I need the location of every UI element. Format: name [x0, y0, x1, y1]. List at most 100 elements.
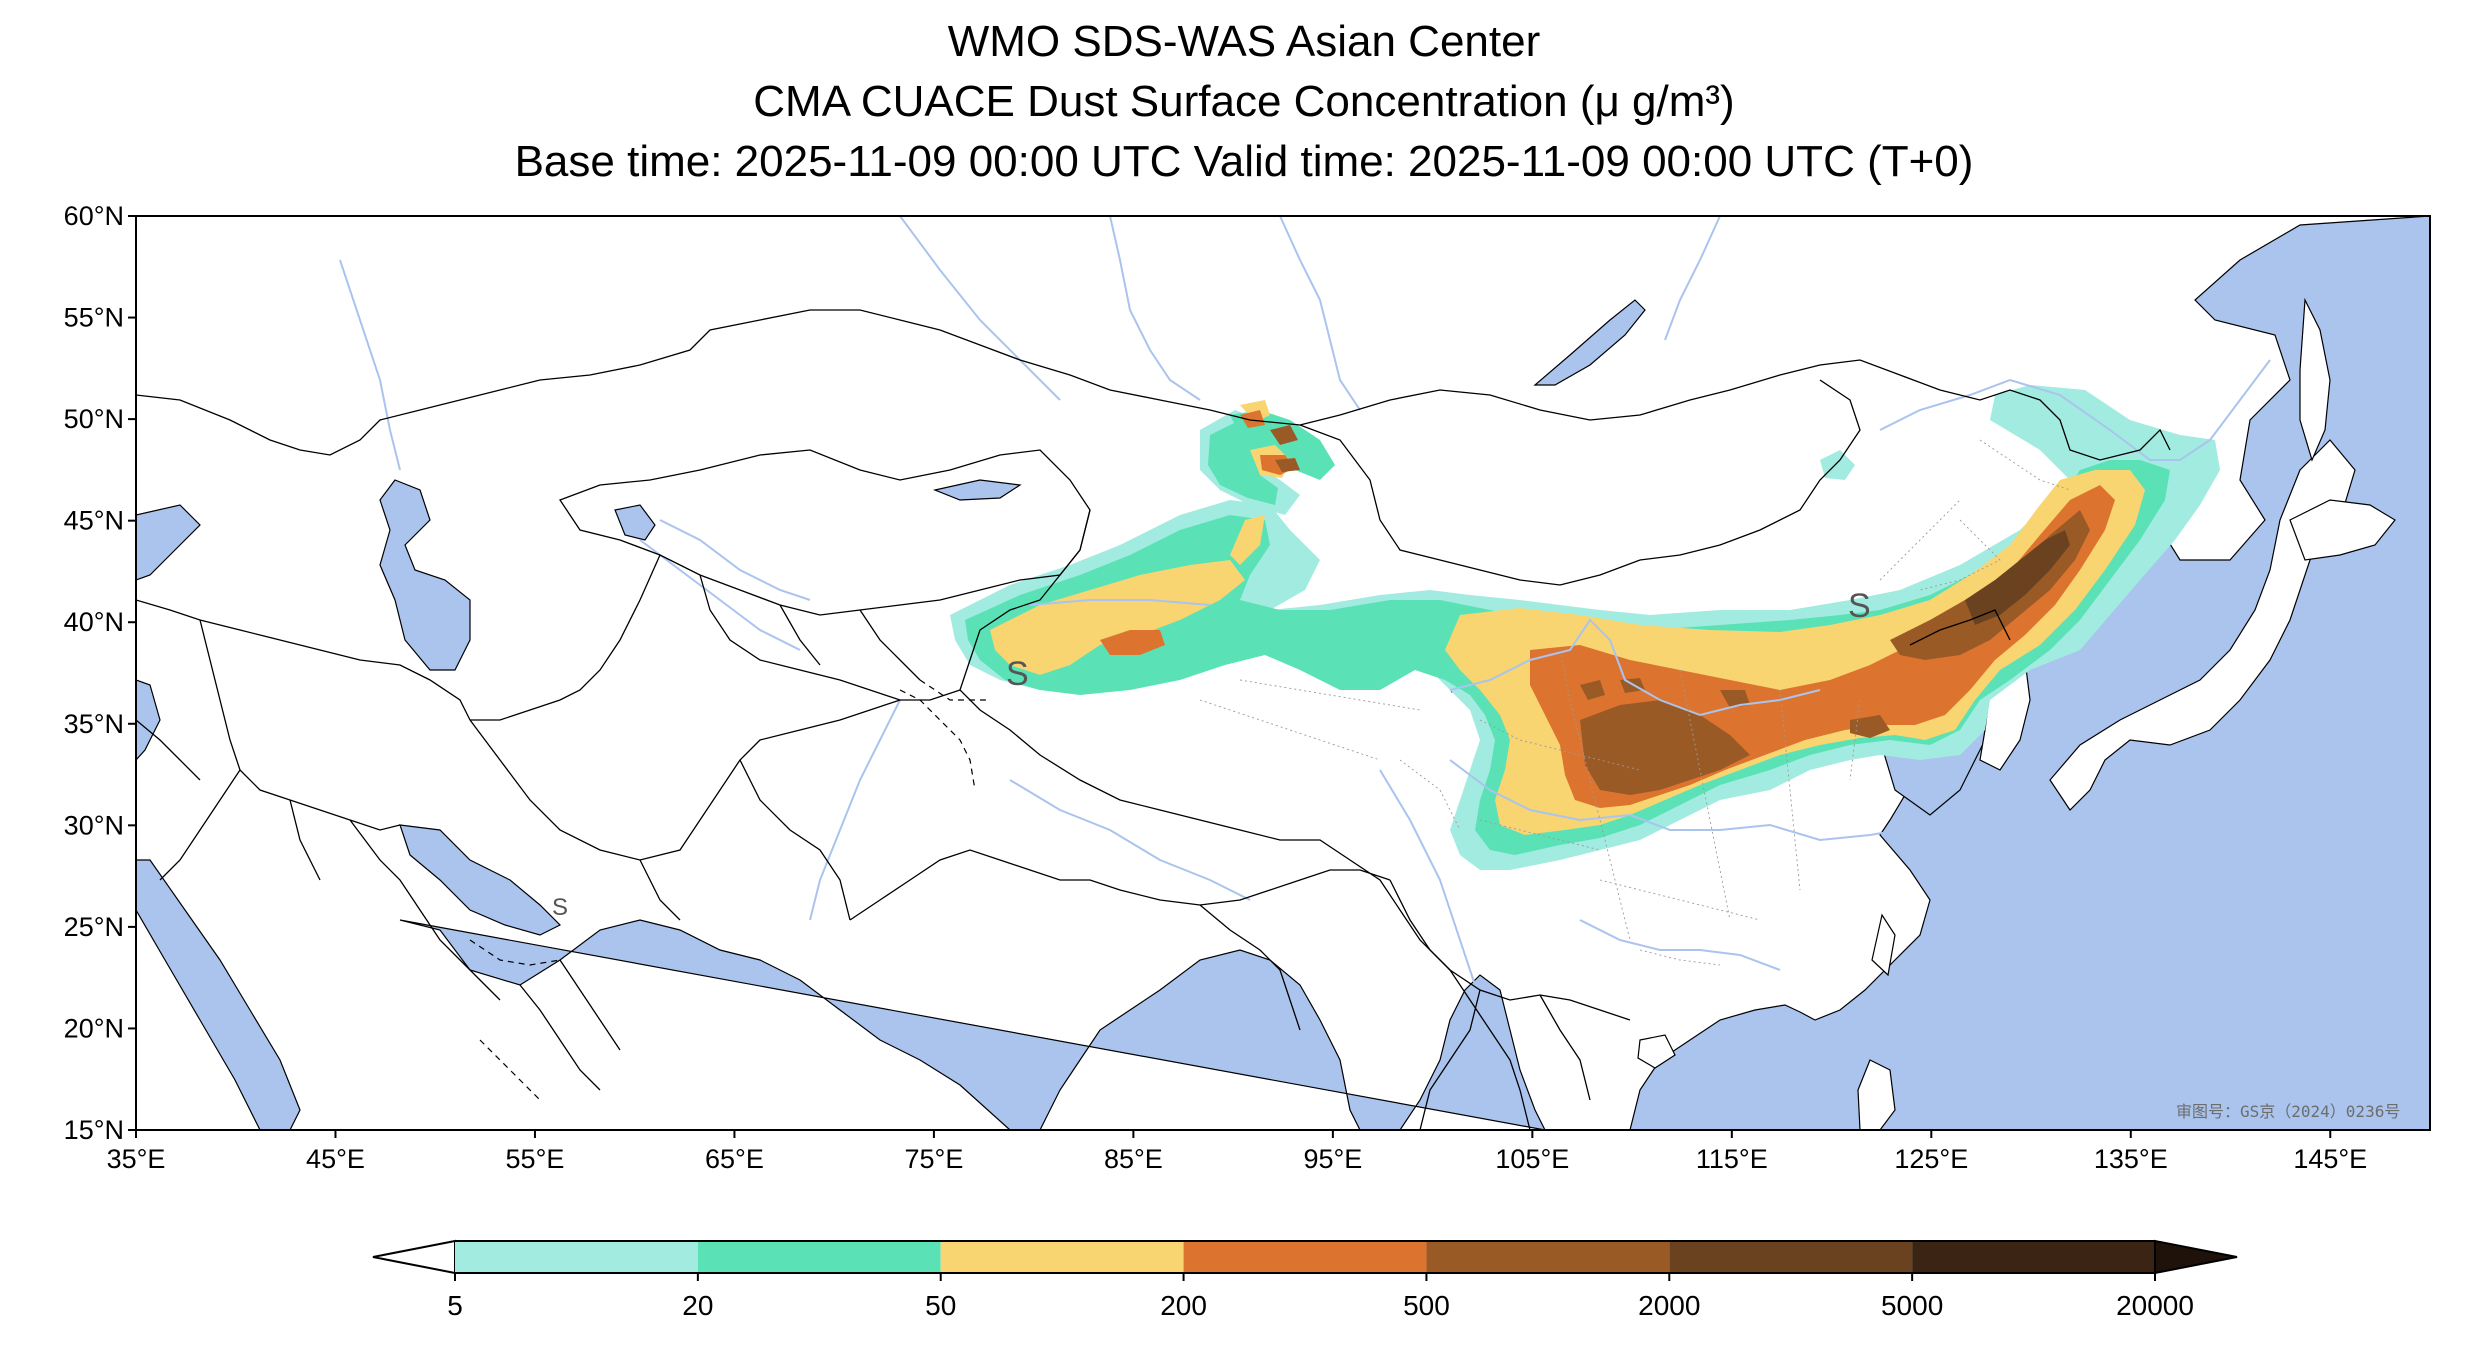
dust-level-200-500-tarim	[1100, 630, 1165, 655]
volga-river	[339, 259, 401, 471]
colorbar-segment	[1912, 1241, 2155, 1273]
latitude-axis: 60°N 55°N 50°N 45°N 40°N 35°N 30°N 25°N 20°N 15°N	[64, 201, 136, 1145]
balkhash-lake-shape	[932, 479, 1022, 501]
ob-river	[1109, 216, 1201, 401]
lon-tick-label: 95°E	[1303, 1144, 1362, 1174]
map-frame	[135, 215, 2431, 1131]
korea-china-border	[1909, 609, 2011, 646]
s-mark-tarim: S	[1006, 655, 1029, 693]
lat-tick-label: 35°N	[64, 709, 124, 739]
irtysh-river	[899, 216, 1061, 401]
aral-sea-shape	[614, 504, 656, 541]
yangtze-river	[1449, 759, 1901, 842]
map-approval-number: 审图号：GS京（2024）0236号	[2176, 1102, 2400, 1121]
india-borders	[849, 849, 1391, 1031]
pearl-river	[1579, 919, 1781, 971]
colorbar-segment	[940, 1241, 1184, 1273]
lat-tick-label: 45°N	[64, 506, 124, 536]
s-mark-gulf: S	[552, 894, 568, 921]
lat-tick-label: 25°N	[64, 912, 124, 942]
title-line-1: WMO SDS-WAS Asian Center	[947, 17, 1541, 66]
lat-tick-label: 40°N	[64, 607, 124, 637]
china-province-lines	[1199, 439, 2071, 966]
colorbar-under-arrow	[372, 1239, 456, 1275]
colorbar-segment	[697, 1241, 941, 1273]
amur-river	[1879, 359, 2271, 461]
kashmir-dashed-border	[899, 679, 990, 791]
taiwan-landmass	[1871, 913, 1896, 977]
lon-tick-label: 65°E	[705, 1144, 764, 1174]
amu-darya-river	[639, 539, 801, 651]
disputed-borders	[469, 679, 990, 1101]
baikal-lake-shape	[1533, 299, 1646, 386]
lat-tick-label: 20°N	[64, 1013, 124, 1043]
lon-tick-label: 35°E	[107, 1144, 166, 1174]
black-sea-shape	[136, 504, 201, 581]
dust-level-200-500-north	[1240, 410, 1295, 475]
persian-gulf-shape	[399, 824, 562, 936]
mediterranean-edge-shape	[136, 679, 161, 761]
iran-afghan-borders	[469, 699, 901, 921]
colorbar-segment	[1426, 1241, 1670, 1273]
lon-tick-label: 105°E	[1495, 1144, 1569, 1174]
russia-south-border	[136, 309, 2171, 461]
colorbar-tick-label: 200	[1160, 1290, 1207, 1321]
tarim-river	[1029, 599, 1211, 606]
colorbar-tick-label: 20	[682, 1290, 713, 1321]
lat-tick-label: 60°N	[64, 201, 124, 231]
colorbar-tick-label: 2000	[1638, 1290, 1700, 1321]
colorbar-tick-label: 50	[925, 1290, 956, 1321]
lat-tick-label: 30°N	[64, 810, 124, 840]
title-line-2: CMA CUACE Dust Surface Concentration (μ …	[753, 77, 1735, 126]
colorbar-tick-label: 5000	[1881, 1290, 1943, 1321]
mekong-river	[1379, 769, 1501, 1061]
colorbar-tick-label: 20000	[2116, 1290, 2194, 1321]
colorbar-tick-label: 5	[447, 1290, 463, 1321]
yellow-river	[1449, 618, 1821, 717]
ganges-river	[1009, 779, 1251, 901]
lena-river	[1664, 216, 1721, 341]
lat-tick-label: 55°N	[64, 303, 124, 333]
lon-tick-label: 85°E	[1104, 1144, 1163, 1174]
middle-east-borders	[136, 599, 621, 1091]
lat-tick-label: 15°N	[64, 1115, 124, 1145]
philippines-landmass	[1857, 1059, 1896, 1130]
lon-tick-label: 75°E	[904, 1144, 963, 1174]
lat-tick-label: 50°N	[64, 404, 124, 434]
dust-level-50-200	[990, 560, 1245, 675]
lon-tick-label: 115°E	[1696, 1144, 1768, 1174]
arabia-dashed-border	[469, 939, 561, 1101]
indus-river	[809, 699, 901, 921]
dust-level-5-20-mongolia	[1820, 450, 1855, 480]
dust-level-500-2000-west	[1270, 425, 1300, 472]
caspian-sea-shape	[379, 479, 471, 671]
map-marks: S S S	[552, 587, 1871, 921]
longitude-axis: 35°E 45°E 55°E 65°E 75°E 85°E 95°E 105°E 115°E 12…	[107, 1130, 2367, 1174]
province-borders	[1199, 439, 2071, 966]
s-mark-bohai: S	[1848, 587, 1871, 625]
se-asia-borders	[1389, 879, 1591, 1130]
lon-tick-label: 145°E	[2293, 1144, 2367, 1174]
colorbar-tick-label: 500	[1403, 1290, 1450, 1321]
hokkaido-landmass	[2289, 499, 2396, 561]
china-west-border	[959, 509, 1631, 1021]
lon-tick-label: 135°E	[2094, 1144, 2168, 1174]
sakhalin-landmass	[2299, 297, 2331, 462]
yenisei-river	[1279, 216, 1361, 411]
hainan-landmass	[1637, 1034, 1676, 1069]
dust-level-2000-5000	[1965, 530, 2070, 625]
dust-level-500-2000-china	[1580, 700, 1750, 795]
colorbar-over-arrow	[2154, 1239, 2238, 1275]
syr-darya-river	[659, 519, 811, 601]
lon-tick-label: 55°E	[506, 1144, 565, 1174]
country-borders	[136, 309, 2171, 1130]
colorbar-outline	[455, 1240, 2155, 1274]
title-line-3: Base time: 2025-11-09 00:00 UTC Valid ti…	[514, 137, 1974, 186]
dust-level-20-50-dzungaria	[1230, 410, 1335, 480]
central-asia-borders	[470, 554, 961, 721]
dust-level-50-200-ne	[1230, 515, 1265, 565]
map-title-block: WMO SDS-WAS Asian Center CMA CUACE Dust …	[0, 12, 2488, 192]
indian-ocean-shape	[399, 919, 1546, 1130]
colorbar-segment	[1669, 1241, 1913, 1273]
